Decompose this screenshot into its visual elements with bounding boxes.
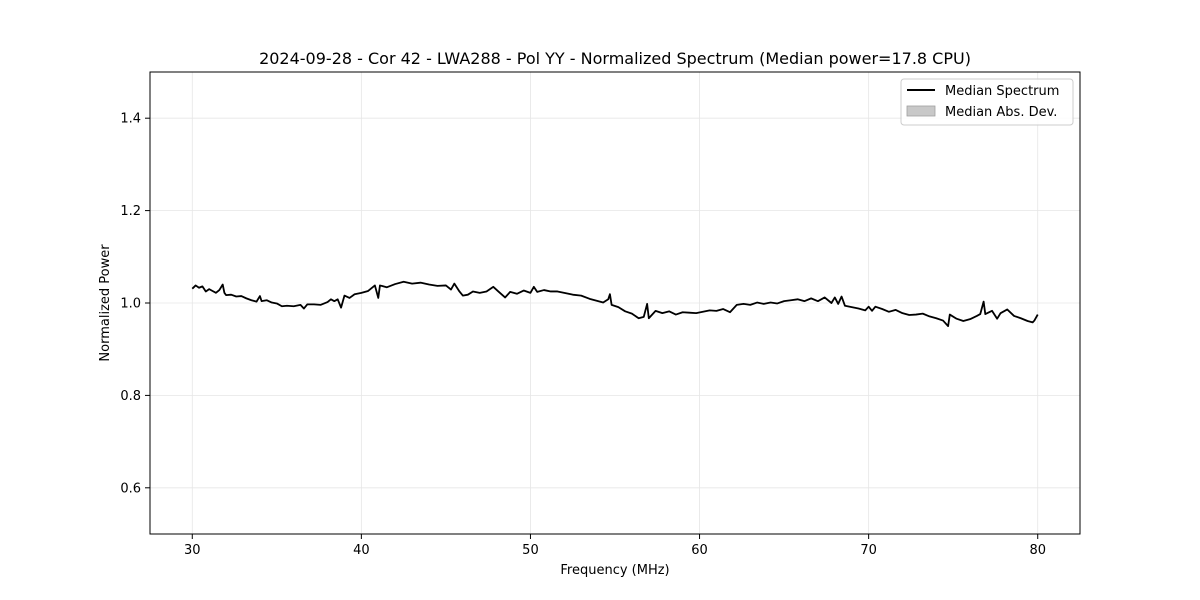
y-tick-label: 0.6: [120, 481, 141, 496]
legend: Median Spectrum Median Abs. Dev.: [900, 78, 1074, 126]
x-tick-label: 30: [184, 543, 201, 558]
x-tick-label: 40: [353, 543, 370, 558]
x-tick-label: 70: [860, 543, 877, 558]
y-tick-label: 1.2: [120, 204, 141, 219]
legend-frame: [900, 78, 1074, 126]
y-tick-label: 0.8: [120, 389, 141, 404]
x-tick-label: 50: [522, 543, 539, 558]
x-axis-label: Frequency (MHz): [560, 563, 669, 578]
x-axis: 30 40 50 60 70 80: [184, 534, 1046, 558]
y-tick-label: 1.0: [120, 297, 141, 312]
y-axis: 0.6 0.8 1.0 1.2 1.4: [120, 112, 150, 496]
legend-patch-swatch: [906, 105, 936, 117]
chart-title: 2024-09-28 - Cor 42 - LWA288 - Pol YY - …: [259, 49, 971, 68]
y-tick-label: 1.4: [120, 112, 141, 127]
x-tick-label: 80: [1029, 543, 1046, 558]
series-layer: [191, 280, 1039, 327]
legend-label-median-abs-dev: Median Abs. Dev.: [945, 105, 1057, 120]
legend-label-median-spectrum: Median Spectrum: [945, 84, 1059, 99]
x-tick-label: 60: [691, 543, 708, 558]
y-axis-label: Normalized Power: [98, 244, 113, 362]
series-line-median-spectrum: [191, 280, 1039, 327]
